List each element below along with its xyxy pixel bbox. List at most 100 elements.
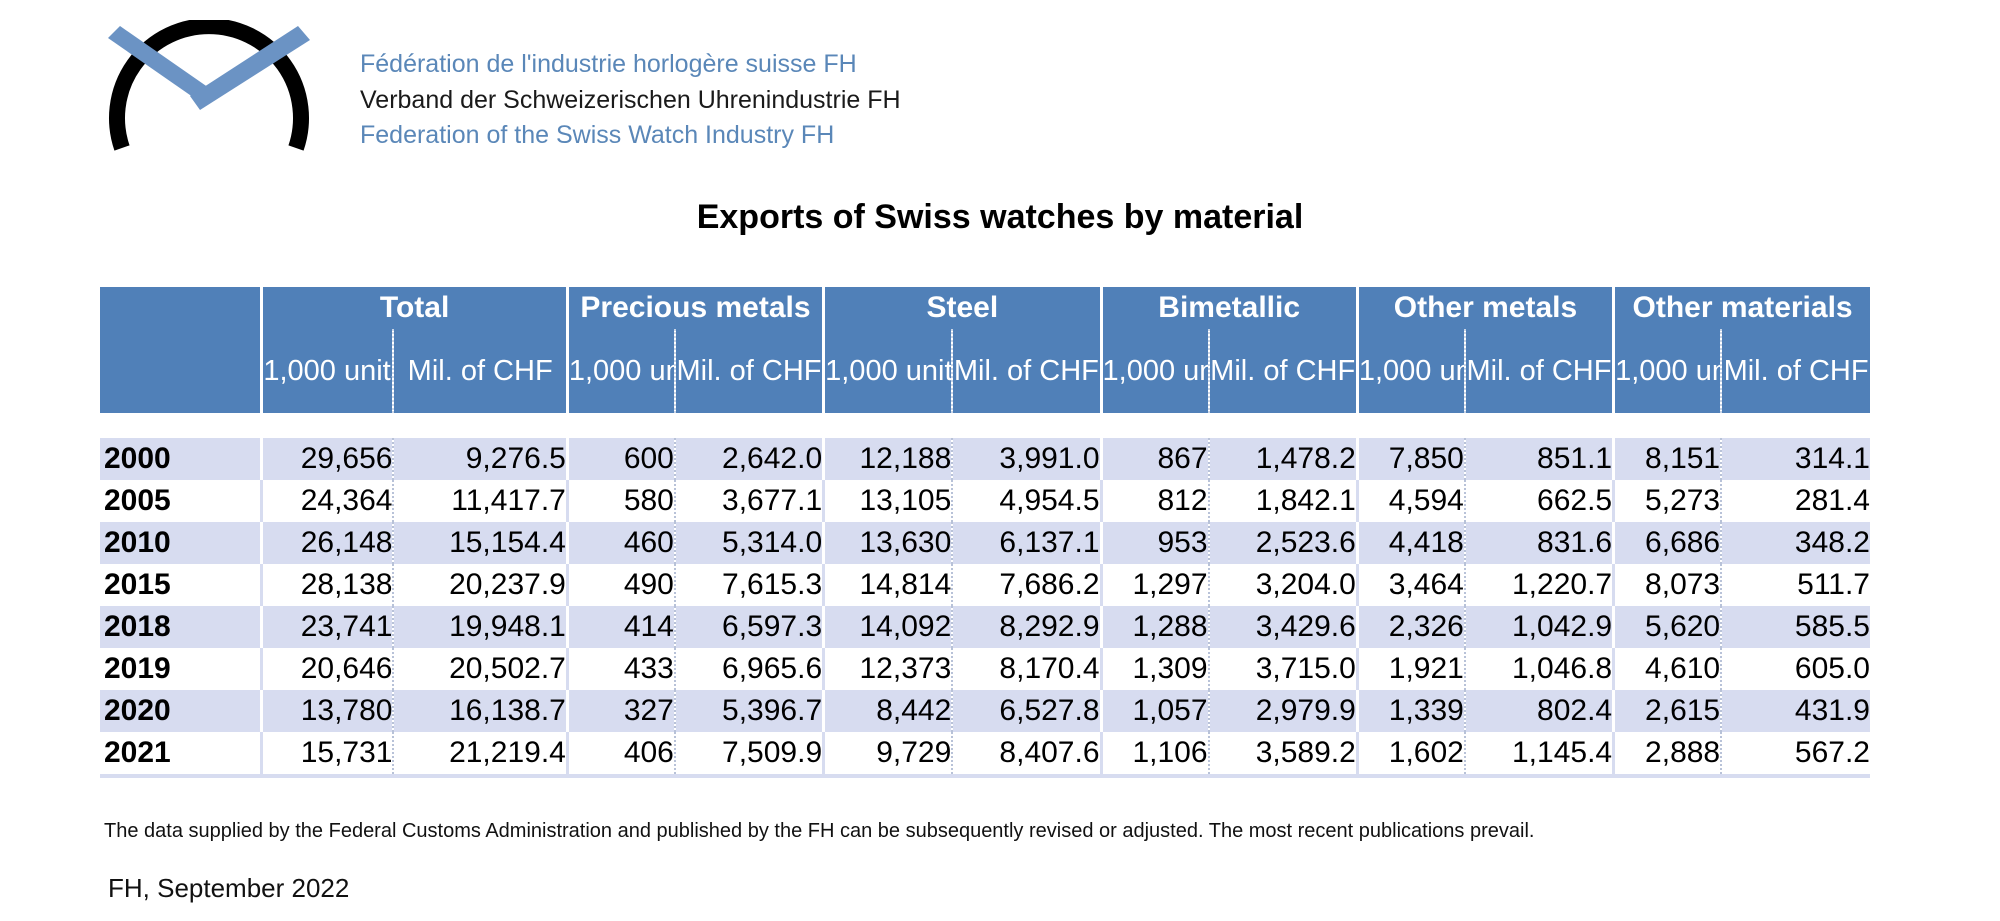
cell-units: 433 [565,648,675,690]
cell-units: 953 [1099,522,1209,564]
cell-value-chf: 1,046.8 [1463,648,1614,690]
table-row: 2018 23,741 19,948.1 414 6,597.3 14,092 8,292.… [100,606,1870,648]
cell-value-chf: 585.5 [1720,606,1870,648]
cell-units: 812 [1099,480,1209,522]
cell-value-chf: 1,145.4 [1463,732,1614,774]
table-row: 2015 28,138 20,237.9 490 7,615.3 14,814 7,686.… [100,564,1870,606]
cell-value-chf: 3,991.0 [951,438,1102,480]
cell-units: 5,273 [1612,480,1722,522]
cell-units: 8,442 [822,690,953,732]
group-header-total: Total [260,287,568,329]
cell-value-chf: 605.0 [1720,648,1870,690]
cell-units: 2,888 [1612,732,1722,774]
table-row: 2020 13,780 16,138.7 327 5,396.7 8,442 6,527.8… [100,690,1870,732]
cell-value-chf: 1,042.9 [1463,606,1614,648]
cell-units: 14,092 [822,606,953,648]
sub-header-units: 1,000 units [1099,329,1209,415]
cell-value-chf: 8,407.6 [951,732,1102,774]
page-title: Exports of Swiss watches by material [696,198,1304,236]
cell-value-chf: 16,138.7 [392,690,568,732]
logo-bar-left [108,26,212,102]
cell-value-chf: 7,509.9 [673,732,824,774]
cell-units: 6,686 [1612,522,1722,564]
cell-units: 8,073 [1612,564,1722,606]
cell-units: 406 [565,732,675,774]
cell-units: 5,620 [1612,606,1722,648]
publication-date: FH, September 2022 [108,873,350,903]
cell-value-chf: 281.4 [1720,480,1870,522]
cell-units: 12,188 [822,438,953,480]
cell-value-chf: 2,979.9 [1207,690,1358,732]
row-year: 2020 [100,690,262,732]
cell-value-chf: 851.1 [1463,438,1614,480]
cell-units: 867 [1099,438,1209,480]
cell-value-chf: 3,589.2 [1207,732,1358,774]
sub-header-chf: Mil. of CHF [951,329,1102,415]
row-year: 2010 [100,522,262,564]
cell-value-chf: 3,429.6 [1207,606,1358,648]
cell-units: 7,850 [1355,438,1465,480]
cell-value-chf: 5,314.0 [673,522,824,564]
cell-units: 28,138 [260,564,394,606]
cell-units: 9,729 [822,732,953,774]
cell-value-chf: 19,948.1 [392,606,568,648]
footnote: The data supplied by the Federal Customs… [104,820,1535,842]
cell-units: 460 [565,522,675,564]
row-year: 2005 [100,480,262,522]
cell-units: 1,921 [1355,648,1465,690]
cell-units: 414 [565,606,675,648]
cell-units: 4,594 [1355,480,1465,522]
header-corner [100,287,262,415]
cell-value-chf: 3,204.0 [1207,564,1358,606]
group-header-bimetallic: Bimetallic [1099,287,1358,329]
row-year: 2018 [100,606,262,648]
cell-units: 600 [565,438,675,480]
group-header-other-materials: Other materials [1612,287,1870,329]
table-row: 2019 20,646 20,502.7 433 6,965.6 12,373 8,170.… [100,648,1870,690]
header-spacer [100,413,1870,438]
row-year: 2021 [100,732,262,774]
sub-header-chf: Mil. of CHF [1720,329,1870,415]
cell-value-chf: 2,642.0 [673,438,824,480]
cell-value-chf: 314.1 [1720,438,1870,480]
cell-value-chf: 8,292.9 [951,606,1102,648]
cell-value-chf: 348.2 [1720,522,1870,564]
cell-units: 8,151 [1612,438,1722,480]
cell-value-chf: 2,523.6 [1207,522,1358,564]
cell-value-chf: 6,137.1 [951,522,1102,564]
org-name-english: Federation of the Swiss Watch Industry F… [360,121,835,149]
sub-header-units: 1,000 units [260,329,394,415]
org-name-german: Verband der Schweizerischen Uhrenindustr… [360,86,901,114]
table-bottom-rule [100,774,1870,778]
row-year: 2000 [100,438,262,480]
cell-value-chf: 1,478.2 [1207,438,1358,480]
cell-value-chf: 662.5 [1463,480,1614,522]
cell-value-chf: 1,842.1 [1207,480,1358,522]
cell-units: 327 [565,690,675,732]
cell-units: 1,309 [1099,648,1209,690]
sub-header-chf: Mil. of CHF [392,329,568,415]
cell-value-chf: 20,502.7 [392,648,568,690]
table-row: 2005 24,364 11,417.7 580 3,677.1 13,105 4,954.… [100,480,1870,522]
group-header-steel: Steel [822,287,1102,329]
org-name-french: Fédération de l'industrie horlogère suis… [360,50,857,78]
sub-header-units: 1,000 units [565,329,675,415]
cell-value-chf: 15,154.4 [392,522,568,564]
row-year: 2015 [100,564,262,606]
cell-value-chf: 7,615.3 [673,564,824,606]
cell-units: 14,814 [822,564,953,606]
cell-value-chf: 9,276.5 [392,438,568,480]
cell-units: 13,630 [822,522,953,564]
sub-header-chf: Mil. of CHF [1463,329,1614,415]
cell-units: 4,418 [1355,522,1465,564]
cell-units: 20,646 [260,648,394,690]
cell-units: 13,780 [260,690,394,732]
cell-units: 490 [565,564,675,606]
cell-value-chf: 3,677.1 [673,480,824,522]
cell-value-chf: 8,170.4 [951,648,1102,690]
cell-value-chf: 802.4 [1463,690,1614,732]
table-row: 2010 26,148 15,154.4 460 5,314.0 13,630 6,137.… [100,522,1870,564]
cell-value-chf: 11,417.7 [392,480,568,522]
cell-value-chf: 5,396.7 [673,690,824,732]
cell-value-chf: 1,220.7 [1463,564,1614,606]
